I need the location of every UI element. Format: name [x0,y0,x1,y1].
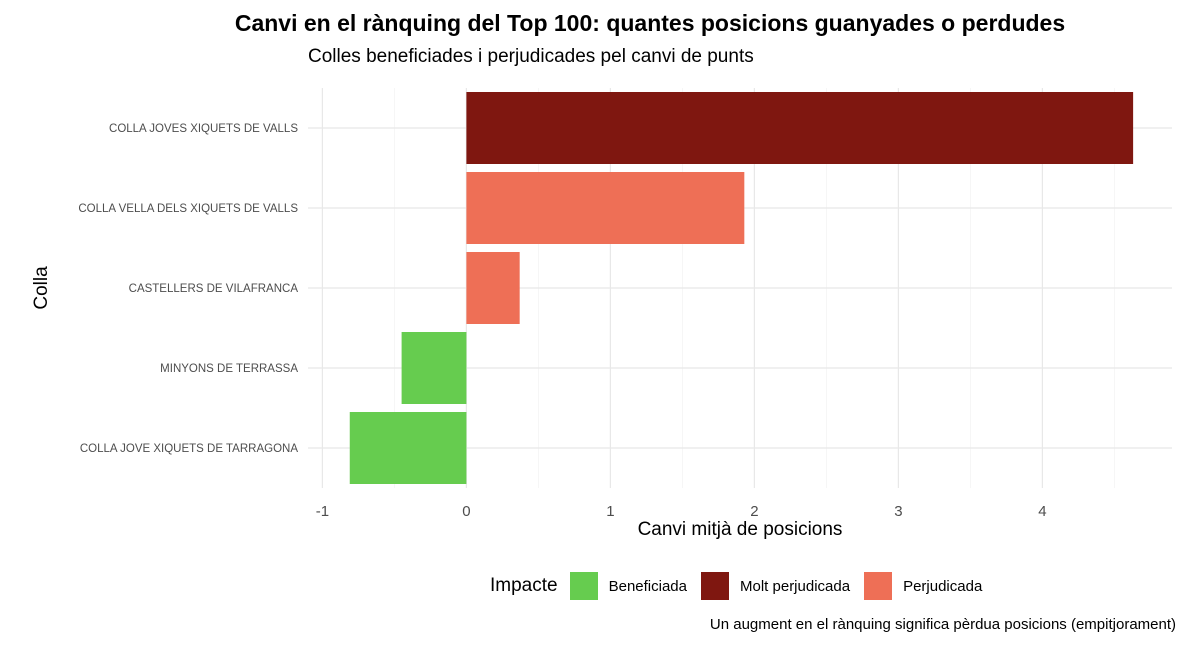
legend-swatch-molt-perjudicada [701,572,729,600]
category-labels: COLLA JOVES XIQUETS DE VALLS COLLA VELLA … [78,123,298,455]
legend-title: Impacte [490,575,558,596]
x-tick-label: 1 [606,503,614,520]
chart-caption: Un augment en el rànquing significa pèrd… [709,616,1176,633]
legend: Impacte Beneficiada Molt perjudicada Per… [490,572,996,600]
legend-item-perjudicada: Perjudicada [864,572,982,600]
chart-title: Canvi en el rànquing del Top 100: quante… [234,10,1066,36]
legend-label-molt-perjudicada: Molt perjudicada [740,577,851,595]
bar-3 [466,252,520,324]
bar-1 [466,92,1134,164]
legend-swatch-beneficiada [569,572,598,600]
category-label-1: COLLA JOVES XIQUETS DE VALLS [109,123,298,135]
x-tick-label: 3 [894,503,902,520]
category-label-4: MINYONS DE TERRASSA [160,363,298,375]
bar-2 [466,172,745,244]
y-axis-title: Colla [31,266,52,310]
legend-swatch-perjudicada [864,572,893,600]
x-tick-labels: -1 0 1 2 3 4 [316,503,1047,520]
x-axis-title: Canvi mitjà de posicions [638,519,843,540]
category-label-3: CASTELLERS DE VILAFRANCA [129,283,299,295]
legend-label-beneficiada: Beneficiada [608,577,687,595]
category-label-2: COLLA VELLA DELS XIQUETS DE VALLS [78,203,298,215]
bars [349,92,1134,484]
legend-label-perjudicada: Perjudicada [903,577,983,595]
legend-item-molt-perjudicada: Molt perjudicada [701,572,850,600]
legend-item-beneficiada: Beneficiada [569,572,687,600]
chart-subtitle: Colles beneficiades i perjudicades pel c… [308,46,754,67]
category-label-5: COLLA JOVE XIQUETS DE TARRAGONA [80,443,298,455]
bar-5 [349,412,467,484]
x-tick-label: 2 [750,503,758,520]
x-tick-label: -1 [316,503,329,520]
bar-4 [401,332,467,404]
x-tick-label: 0 [462,503,470,520]
x-tick-label: 4 [1038,503,1046,520]
